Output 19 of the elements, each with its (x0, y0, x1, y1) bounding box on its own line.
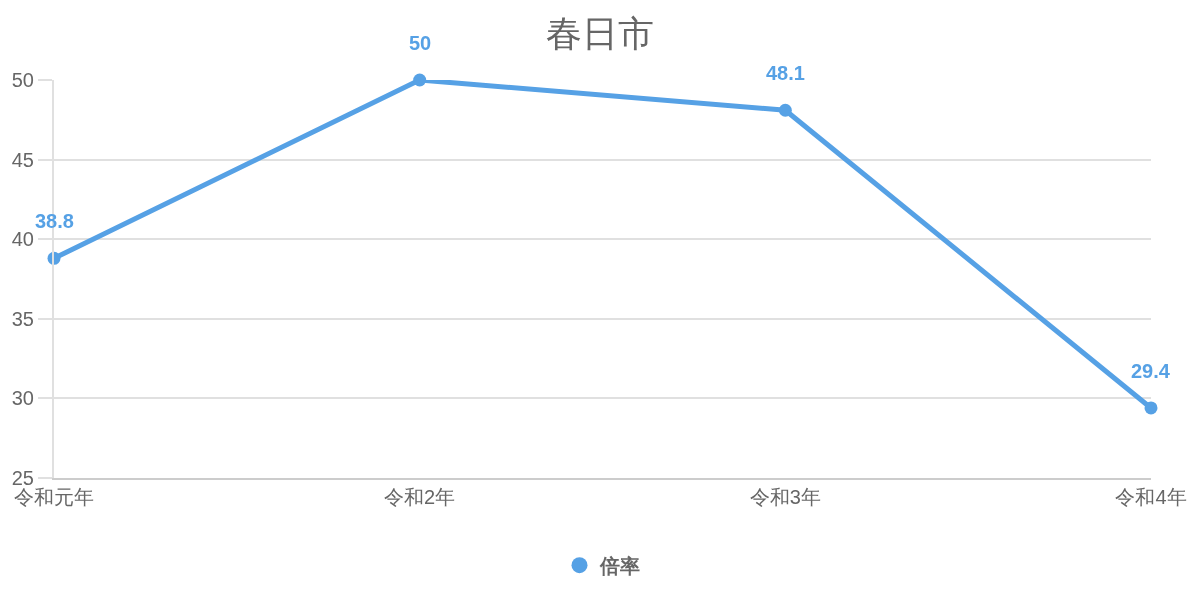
chart-title: 春日市 (546, 13, 654, 55)
data-label: 38.8 (35, 210, 74, 232)
data-label: 29.4 (1131, 360, 1171, 382)
y-tick-label: 40 (11, 228, 34, 251)
x-tick-label: 令和4年 (1115, 486, 1187, 508)
data-label: 48.1 (766, 62, 805, 84)
x-tick-label: 令和元年 (14, 486, 94, 508)
x-tick-label: 令和3年 (749, 486, 821, 508)
x-tick-label: 令和2年 (384, 486, 456, 508)
point (413, 73, 427, 87)
y-tick-label: 30 (11, 387, 34, 410)
data-label: 50 (409, 32, 432, 54)
legend-label: 倍率 (598, 554, 640, 577)
y-tick-label: 35 (11, 307, 34, 330)
y-tick-label: 25 (11, 467, 34, 489)
y-tick-label: 50 (11, 69, 34, 91)
point (1144, 401, 1158, 415)
point (778, 103, 792, 117)
y-tick-label: 45 (11, 148, 34, 171)
